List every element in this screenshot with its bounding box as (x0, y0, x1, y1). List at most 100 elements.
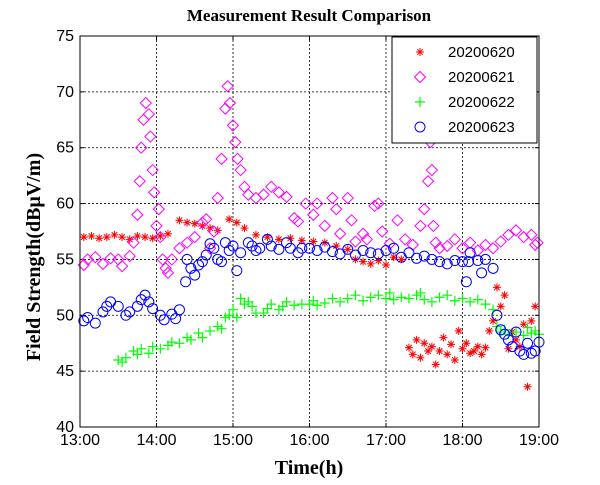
data-point (235, 247, 247, 259)
data-point (522, 322, 533, 333)
data-point (388, 294, 399, 305)
data-point (161, 266, 175, 280)
data-point (441, 258, 453, 270)
data-point (166, 308, 178, 320)
data-point (188, 230, 201, 244)
data-point (448, 233, 462, 246)
data-point (143, 296, 155, 308)
data-point (492, 283, 501, 292)
data-point (274, 235, 283, 244)
data-point (207, 225, 221, 238)
data-point (95, 234, 104, 243)
data-point (449, 255, 461, 267)
data-point (166, 337, 177, 348)
data-point (333, 227, 347, 240)
data-point (139, 289, 151, 301)
data-point (204, 238, 216, 250)
legend-label: 20200621 (448, 69, 515, 86)
data-point (319, 297, 330, 308)
data-point (120, 352, 131, 363)
data-point (431, 360, 440, 369)
legend-marker (413, 70, 427, 84)
data-point (159, 262, 172, 275)
series-20200621 (77, 80, 544, 280)
data-point (464, 247, 476, 259)
data-point (531, 236, 544, 249)
data-point (200, 249, 212, 261)
data-point (265, 180, 278, 194)
data-point (200, 213, 213, 226)
data-point (189, 269, 201, 281)
data-point (421, 175, 435, 188)
legend: 20200620 20200621 20200622 20200623 (391, 36, 538, 144)
data-point (502, 334, 514, 346)
data-point (198, 221, 207, 230)
data-point (197, 332, 208, 343)
data-point (158, 314, 170, 326)
x-axis-label: Time(h) (275, 457, 344, 479)
data-point (102, 233, 111, 242)
data-point (372, 248, 384, 260)
data-point (227, 240, 239, 252)
data-point (312, 300, 323, 311)
data-point (515, 342, 524, 351)
data-point (456, 242, 469, 255)
y-axis-label: Field Strength(dBμV/m) (23, 153, 45, 361)
data-point (522, 337, 534, 349)
data-point (273, 243, 285, 255)
data-point (457, 293, 468, 304)
data-point (427, 342, 436, 351)
data-point (327, 293, 338, 304)
data-point (368, 199, 381, 213)
y-tick-label: 75 (56, 28, 74, 45)
data-point (418, 250, 430, 262)
data-point (272, 186, 286, 199)
plot-area (79, 35, 540, 428)
data-point (223, 244, 235, 256)
data-point (281, 296, 292, 307)
data-point (173, 242, 186, 255)
legend-label: 20200622 (448, 94, 515, 111)
x-tick-label: 16:00 (289, 432, 329, 449)
data-point (510, 326, 522, 338)
data-point (408, 350, 417, 359)
data-point (384, 287, 395, 298)
data-point (127, 236, 140, 249)
data-point (449, 295, 460, 306)
data-point (388, 242, 400, 254)
y-tick-label: 60 (56, 196, 74, 213)
data-point (229, 135, 242, 149)
series-layer (77, 80, 545, 391)
legend-marker (415, 97, 425, 107)
legend-marker (414, 121, 426, 133)
data-point (351, 255, 360, 264)
legend-label: 20200620 (448, 44, 515, 61)
data-point (287, 211, 301, 225)
data-point (509, 224, 523, 237)
data-point (304, 242, 315, 254)
data-point (133, 231, 142, 240)
data-point (196, 256, 208, 268)
data-point (480, 299, 491, 310)
data-point (326, 246, 338, 258)
data-point (78, 315, 90, 327)
y-tick-label: 65 (56, 140, 74, 157)
data-point (460, 276, 472, 288)
data-point (426, 296, 437, 307)
data-point (342, 243, 354, 255)
data-point (147, 303, 159, 315)
data-point (143, 348, 154, 359)
data-point (358, 295, 369, 306)
data-point (481, 343, 490, 352)
data-point (479, 238, 492, 252)
data-point (523, 382, 532, 391)
data-point (318, 219, 332, 233)
data-point (330, 202, 343, 216)
data-point (299, 197, 312, 210)
data-point (311, 244, 323, 256)
data-point (89, 250, 102, 264)
data-point (350, 290, 361, 301)
data-point (221, 80, 234, 93)
data-point (415, 287, 426, 298)
